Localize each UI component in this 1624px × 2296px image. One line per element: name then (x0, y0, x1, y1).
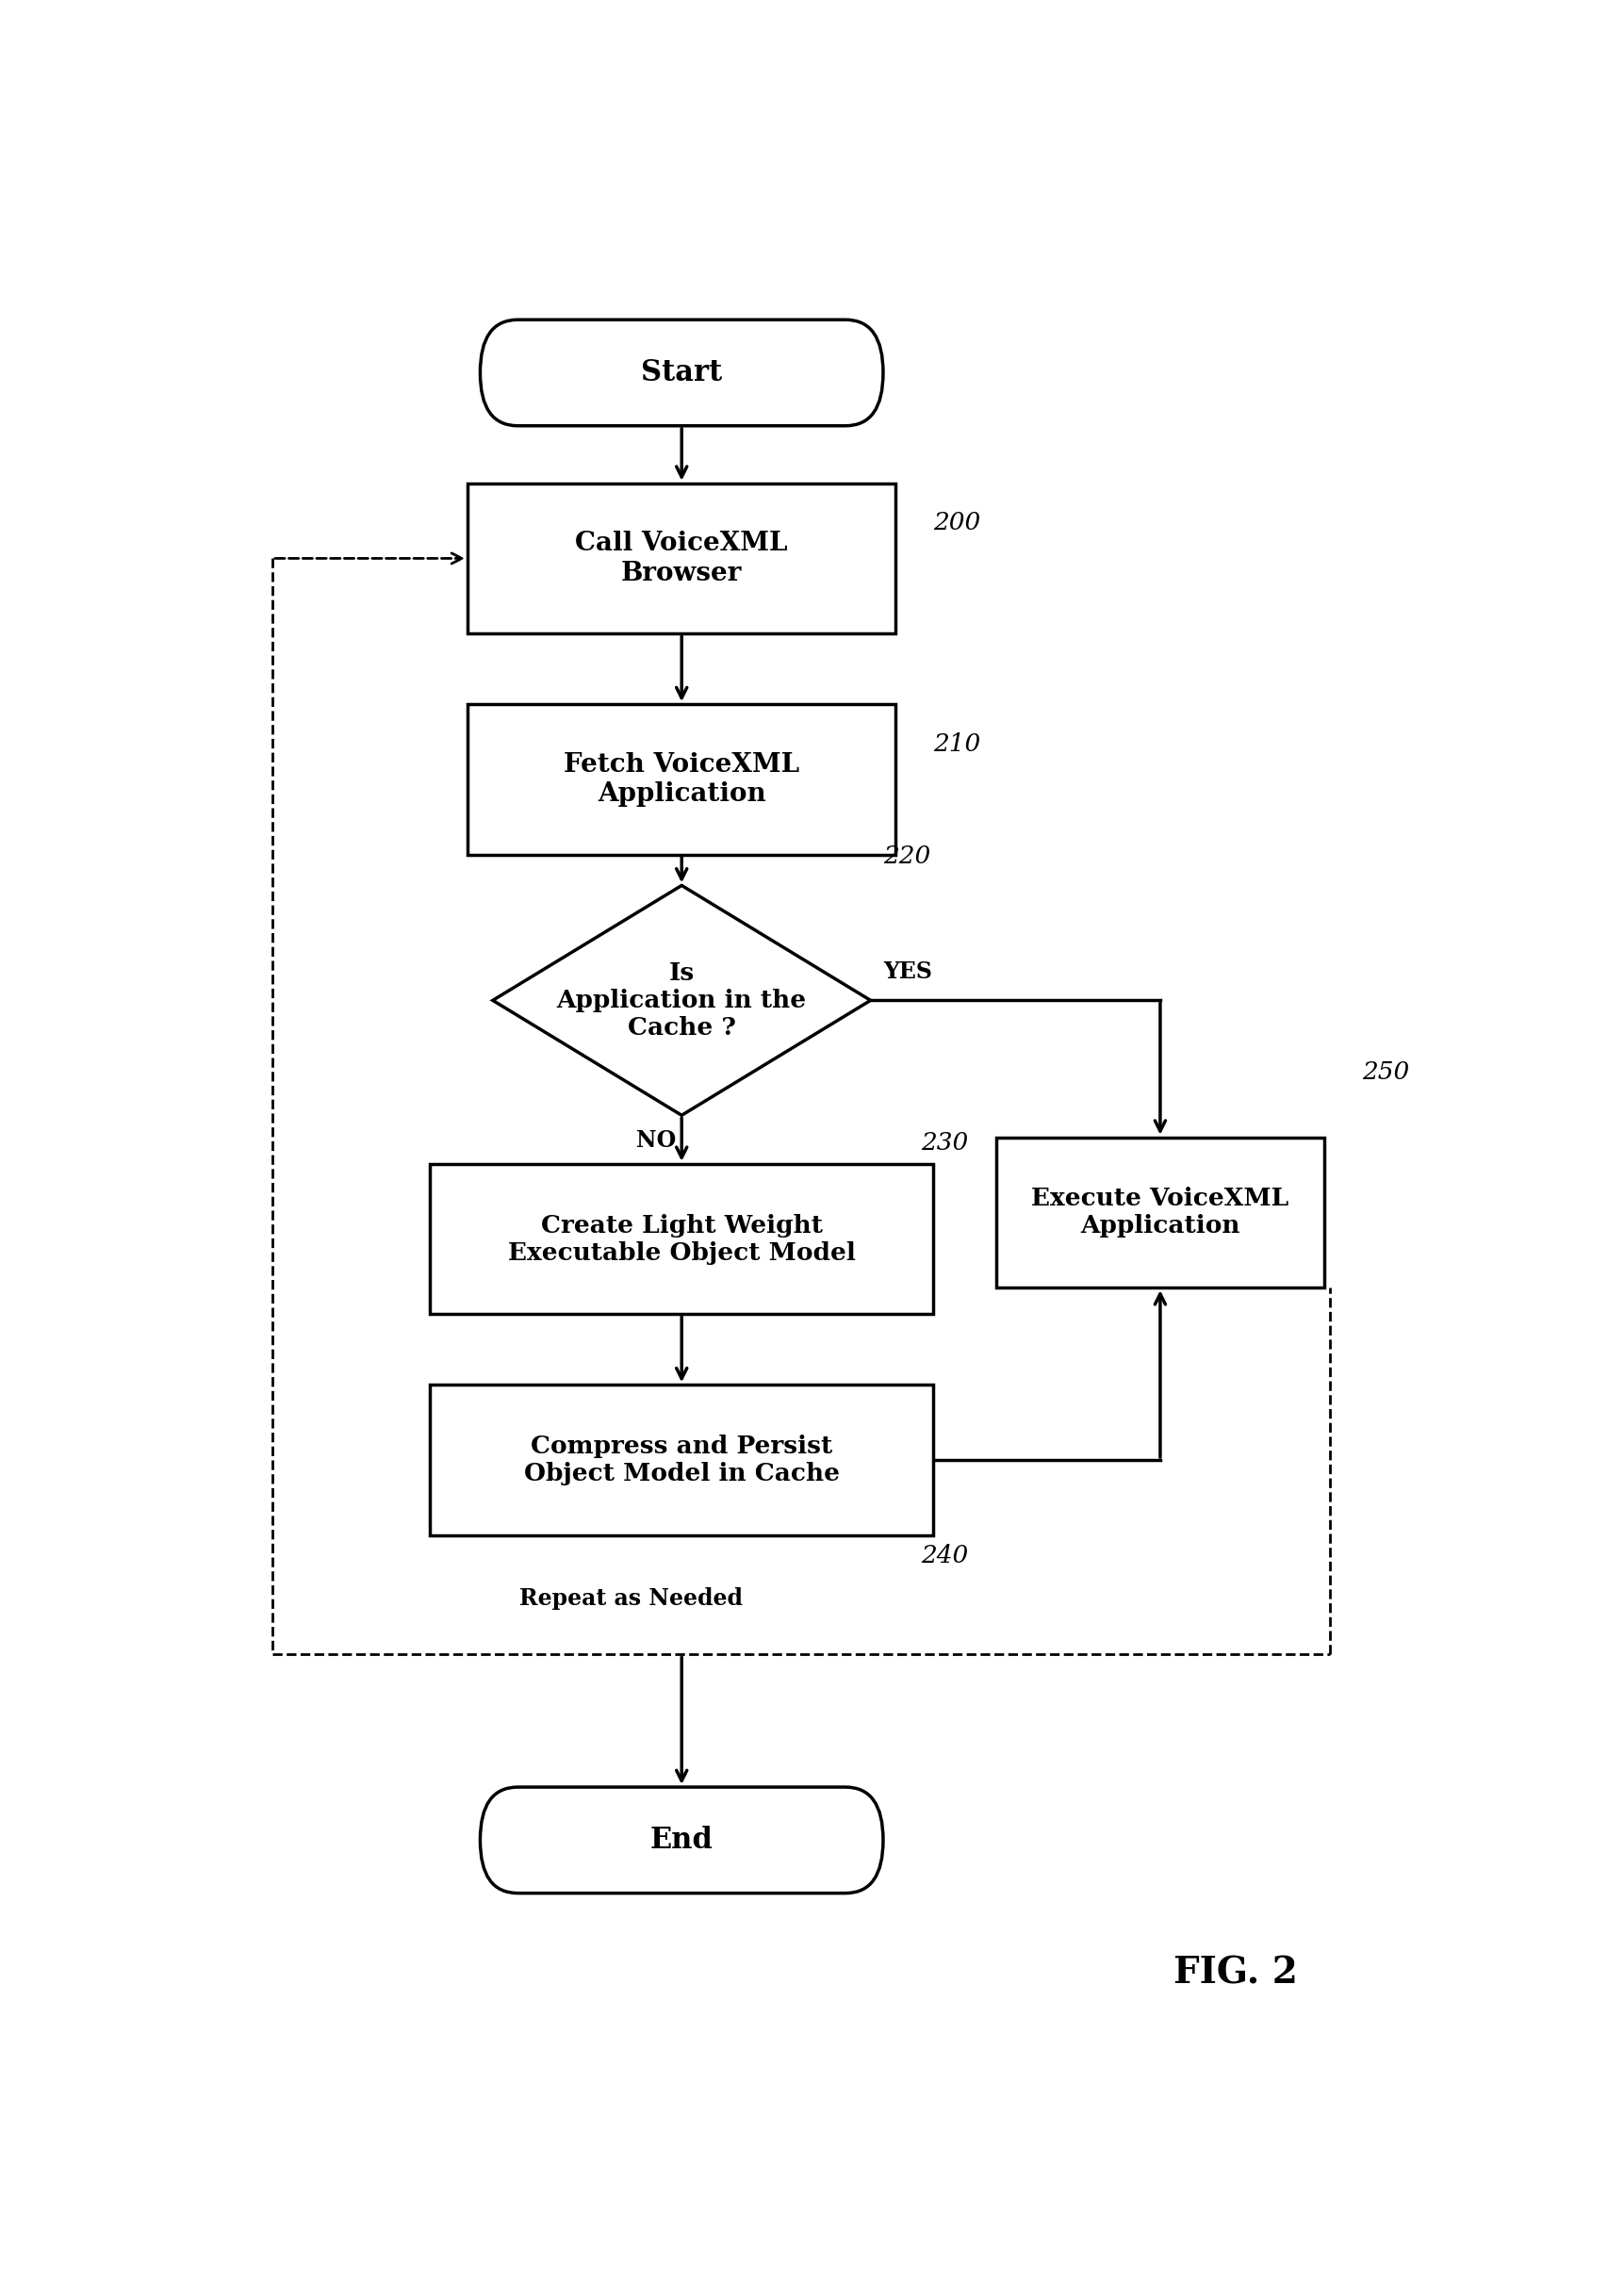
Text: YES: YES (883, 960, 932, 983)
Text: 200: 200 (934, 512, 981, 535)
Text: Create Light Weight
Executable Object Model: Create Light Weight Executable Object Mo… (508, 1215, 854, 1265)
Text: 230: 230 (921, 1132, 968, 1155)
Polygon shape (492, 886, 870, 1116)
Text: Repeat as Needed: Repeat as Needed (520, 1587, 742, 1609)
Bar (429, 1384, 934, 1536)
Text: Compress and Persist
Object Model in Cache: Compress and Persist Object Model in Cac… (523, 1435, 840, 1486)
Bar (468, 482, 895, 634)
Text: Fetch VoiceXML
Application: Fetch VoiceXML Application (564, 753, 799, 806)
Text: 210: 210 (934, 732, 981, 755)
Text: Is
Application in the
Cache ?: Is Application in the Cache ? (557, 962, 806, 1040)
FancyBboxPatch shape (481, 1786, 883, 1894)
Text: Start: Start (640, 358, 723, 388)
Text: FIG. 2: FIG. 2 (1173, 1954, 1298, 1991)
Text: NO: NO (637, 1130, 676, 1153)
Text: 250: 250 (1361, 1061, 1408, 1084)
FancyBboxPatch shape (481, 319, 883, 425)
Text: Call VoiceXML
Browser: Call VoiceXML Browser (575, 530, 788, 585)
Bar (468, 705, 895, 854)
Text: End: End (650, 1825, 713, 1855)
Bar (429, 1164, 934, 1313)
Bar (996, 1137, 1324, 1288)
Text: 220: 220 (883, 845, 931, 868)
Text: 240: 240 (921, 1543, 968, 1568)
Text: Execute VoiceXML
Application: Execute VoiceXML Application (1031, 1187, 1288, 1238)
